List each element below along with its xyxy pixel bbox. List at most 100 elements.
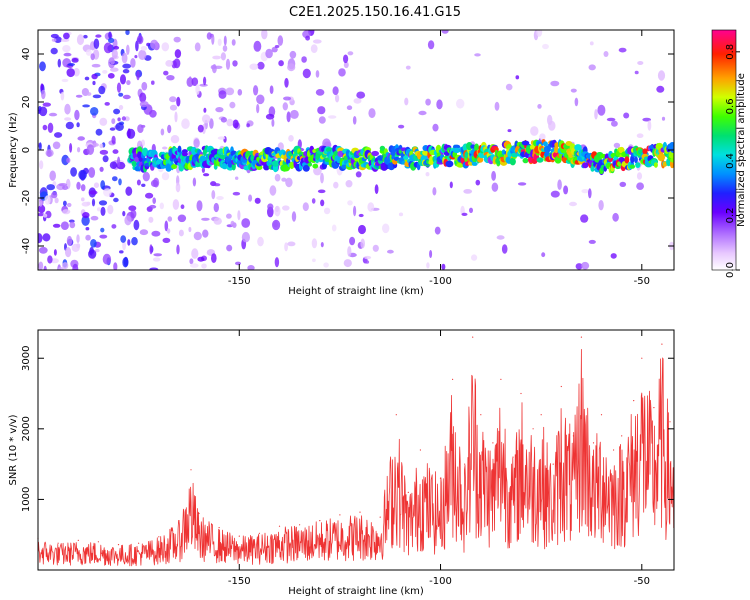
heatmap-speckle — [364, 255, 372, 260]
heatmap-speckle — [93, 182, 100, 188]
heatmap-speckle — [193, 231, 202, 241]
heatmap-cell — [302, 164, 310, 172]
heatmap-speckle — [215, 107, 224, 113]
heatmap-speckle — [166, 228, 171, 234]
heatmap-speckle — [282, 102, 288, 111]
snr-point — [258, 532, 260, 534]
heatmap-speckle — [142, 171, 150, 182]
heatmap-speckle — [42, 124, 48, 131]
heatmap-speckle — [73, 67, 80, 77]
heatmap-speckle — [145, 192, 154, 199]
heatmap-speckle — [42, 102, 51, 107]
colorbar: 0.0 0.2 0.4 0.6 0.8 Normalized spectral ampl… — [711, 29, 747, 278]
heatmap-speckle — [580, 214, 589, 223]
heatmap-speckle — [225, 87, 235, 96]
heatmap-speckle — [217, 136, 226, 140]
heatmap-cell — [662, 161, 668, 167]
heatmap-speckle — [235, 261, 241, 266]
heatmap-speckle — [165, 60, 174, 67]
heatmap-speckle — [119, 250, 124, 254]
heatmap-speckle — [211, 33, 215, 45]
heatmap-speckle — [246, 123, 250, 128]
heatmap-speckle — [197, 124, 204, 133]
heatmap-speckle — [661, 116, 666, 121]
heatmap-speckle — [474, 53, 481, 57]
heatmap-speckle — [201, 217, 210, 221]
heatmap-speckle — [113, 197, 119, 203]
heatmap-speckle — [282, 205, 290, 211]
snr-point — [178, 520, 180, 522]
heatmap-speckle — [172, 199, 180, 210]
snr-y-ticks: 1000 2000 3000 — [21, 346, 674, 512]
heatmap-speckle — [42, 233, 51, 242]
heatmap-speckle — [494, 101, 500, 111]
heatmap-speckle — [216, 196, 224, 200]
heatmap-speckle — [122, 69, 130, 74]
heatmap-cell — [629, 164, 636, 169]
heatmap-speckle — [123, 256, 129, 267]
heatmap-speckle — [315, 89, 325, 96]
y-tick-label: 1000 — [21, 487, 32, 512]
heatmap-speckle — [41, 89, 46, 100]
y-tick-label: 3000 — [21, 346, 32, 371]
heatmap-cell — [521, 140, 530, 146]
heatmap-speckle — [273, 221, 278, 228]
heatmap-cell — [554, 145, 559, 154]
heatmap-speckle — [38, 261, 44, 270]
heatmap-speckle — [368, 108, 376, 119]
snr-point — [480, 414, 482, 416]
heatmap-speckle — [174, 49, 182, 59]
heatmap-speckle — [178, 229, 184, 237]
heatmap-speckle — [125, 30, 130, 36]
heatmap-speckle — [201, 263, 207, 269]
y-tick-label: 20 — [21, 96, 32, 109]
heatmap-speckle — [99, 143, 104, 149]
snr-point — [339, 514, 341, 516]
heatmap-speckle — [65, 121, 74, 130]
heatmap-speckle — [76, 122, 80, 128]
heatmap-cell — [219, 154, 227, 160]
heatmap-speckle — [90, 215, 99, 221]
heatmap-cell — [142, 147, 149, 157]
heatmap-cell — [477, 156, 484, 163]
heatmap-speckle — [589, 41, 594, 46]
heatmap-speckle — [149, 109, 157, 118]
heatmap-speckle — [111, 135, 116, 145]
heatmap-speckle — [47, 255, 53, 264]
heatmap-speckle — [505, 83, 513, 91]
heatmap-speckle — [226, 118, 234, 127]
heatmap-speckle — [136, 179, 141, 186]
heatmap-cell — [634, 156, 638, 164]
heatmap-speckle — [180, 204, 185, 209]
heatmap-speckle — [81, 215, 90, 226]
heatmap-speckle — [310, 44, 318, 53]
x-tick-label: -50 — [634, 576, 650, 587]
x-tick-label: -50 — [634, 276, 650, 287]
heatmap-cell — [177, 145, 182, 153]
heatmap-speckle — [271, 46, 278, 53]
snr-point — [669, 421, 671, 423]
snr-point — [278, 525, 281, 527]
heatmap-speckle — [323, 207, 331, 215]
heatmap-speckle — [274, 173, 281, 182]
heatmap-speckle — [598, 200, 604, 211]
heatmap-cell — [165, 163, 172, 172]
heatmap-speckle — [176, 244, 180, 255]
snr-point — [464, 463, 466, 465]
heatmap-speckle — [169, 96, 177, 103]
heatmap-speckle — [256, 103, 260, 114]
heatmap-speckle — [456, 98, 465, 109]
heatmap-speckle — [100, 180, 106, 190]
heatmap-cell — [452, 147, 461, 154]
heatmap-speckle — [311, 238, 318, 249]
heatmap-speckle — [548, 120, 556, 131]
heatmap-speckle — [136, 35, 144, 45]
heatmap-speckle — [53, 36, 62, 43]
heatmap-cell — [371, 150, 379, 157]
heatmap-speckle — [232, 119, 239, 129]
heatmap-speckle — [152, 257, 161, 262]
heatmap-speckle — [149, 267, 159, 270]
heatmap-speckle — [125, 186, 133, 196]
heatmap-speckle — [613, 142, 621, 149]
